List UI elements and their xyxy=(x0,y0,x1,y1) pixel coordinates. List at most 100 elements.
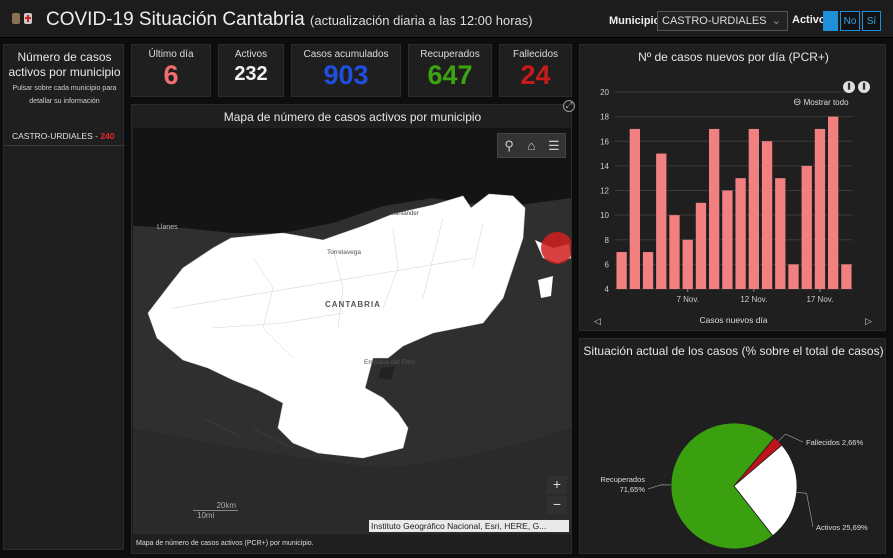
municipio-select-value: CASTRO-URDIALES xyxy=(662,15,767,27)
stat-label: Fallecidos xyxy=(512,49,559,60)
page-title: COVID-19 Situación Cantabria (actualizac… xyxy=(46,9,533,31)
y-tick-label: 18 xyxy=(600,113,609,122)
bar xyxy=(722,190,733,289)
show-all-label: Mostrar todo xyxy=(803,98,849,107)
municipio-label: Municipio xyxy=(609,15,661,27)
home-icon[interactable]: ⌂ xyxy=(527,138,536,153)
pie-label-pct: 71,65% xyxy=(620,485,646,494)
pie-chart-panel: Situación actual de los casos (% sobre e… xyxy=(579,338,886,554)
list-item-name: CASTRO-URDIALES - xyxy=(12,131,101,141)
bar xyxy=(748,128,759,289)
y-tick-label: 8 xyxy=(605,236,610,245)
sea-area xyxy=(133,128,571,233)
municipio-select[interactable]: CASTRO-URDIALES ⌄ xyxy=(657,11,788,31)
castro-urdiales-marker[interactable] xyxy=(541,232,571,264)
page-title-text: COVID-19 Situación Cantabria xyxy=(46,9,305,30)
bar xyxy=(814,128,826,289)
map-toolbar: ⚲ ⌂ ☰ xyxy=(497,133,566,158)
bar xyxy=(656,153,667,289)
map-label-llanes: Llanes xyxy=(157,224,178,231)
bar xyxy=(841,264,852,289)
stat-value: 232 xyxy=(234,63,268,85)
page-subtitle: (actualización diaria a las 12:00 horas) xyxy=(310,13,533,28)
activo-toggle-no[interactable]: No xyxy=(840,11,860,31)
activo-toggle-selected[interactable]: - xyxy=(823,11,838,31)
y-tick-label: 20 xyxy=(600,88,609,97)
zoom-in-button[interactable]: + xyxy=(547,476,567,494)
divider xyxy=(4,145,125,146)
map-canvas[interactable]: Llanes Santander Torrelavega CANTABRIA E… xyxy=(133,128,571,534)
map-footer: Mapa de número de casos activos (PCR+) p… xyxy=(136,540,314,547)
bar-chart-footer: Casos nuevos día xyxy=(699,315,768,325)
stat-recuperados: Recuperados 647 xyxy=(408,44,492,97)
list-item[interactable]: CASTRO-URDIALES - 240 xyxy=(12,131,115,141)
cantabria-region[interactable] xyxy=(147,193,526,459)
expand-icon[interactable]: ⤢ xyxy=(563,100,575,112)
municipality-list-hint: Pulsar sobre cada municipio para detalla… xyxy=(12,85,117,105)
activo-toggle-si[interactable]: Sí xyxy=(862,11,881,31)
activo-label: Activo xyxy=(792,14,826,26)
map-scale: 20km 10mi xyxy=(193,501,238,521)
bar xyxy=(616,252,627,289)
pie-chart-title: Situación actual de los casos (% sobre e… xyxy=(583,344,884,358)
map-attribution[interactable]: Instituto Geográfico Nacional, Esri, HER… xyxy=(369,520,569,532)
bar xyxy=(801,165,812,289)
bar xyxy=(761,141,773,289)
map-label-embalse: Embalse del Ebro xyxy=(364,359,416,366)
bar xyxy=(788,264,799,289)
y-tick-label: 4 xyxy=(605,285,610,294)
pie-leader-line xyxy=(647,484,672,490)
map-label-cantabria: CANTABRIA xyxy=(325,300,381,309)
bar-chart-title: Nº de casos nuevos por día (PCR+) xyxy=(638,50,829,64)
x-tick-label: 12 Nov. xyxy=(740,295,767,304)
bar-chart: 4 6 8 10 12 14 16 18 20 7 Nov. 12 Nov. 17 Nov. xyxy=(600,88,853,304)
bar xyxy=(775,178,786,289)
bar xyxy=(629,128,640,289)
pause-icon-2[interactable]: ❚ xyxy=(858,81,870,93)
stat-label: Activos xyxy=(234,49,268,60)
pie-label: Recuperados xyxy=(600,475,645,484)
show-all-button[interactable]: ⊖ Mostrar todo xyxy=(793,97,849,108)
stat-ultimo-dia: Último día 6 xyxy=(131,44,211,97)
map-svg: Llanes Santander Torrelavega CANTABRIA E… xyxy=(133,128,571,534)
municipality-list-title: Número de casos activos por municipio xyxy=(8,50,121,79)
coat-of-arms-icons xyxy=(12,13,32,24)
cantabria-shield-icon xyxy=(12,13,20,24)
y-tick-label: 6 xyxy=(605,260,610,269)
pause-icon[interactable]: ❚ xyxy=(843,81,855,93)
pie-leader-line xyxy=(796,492,814,528)
chevron-left-icon[interactable]: ◁ xyxy=(594,316,601,326)
zoom-out-button[interactable]: − xyxy=(547,496,567,514)
list-item-count: 240 xyxy=(100,131,115,141)
island-region xyxy=(538,276,553,298)
y-tick-label: 16 xyxy=(600,137,609,146)
stat-fallecidos: Fallecidos 24 xyxy=(499,44,572,97)
chevron-down-icon: ⌄ xyxy=(771,15,781,27)
bar xyxy=(709,128,720,289)
pie-leader-line xyxy=(778,433,804,443)
municipality-list-panel: Número de casos activos por municipio Pu… xyxy=(3,44,125,550)
stat-value: 24 xyxy=(520,60,551,90)
zoom-out-icon: ⊖ xyxy=(793,97,802,108)
pie-label: Activos 25,69% xyxy=(816,523,868,532)
chevron-right-icon[interactable]: ▷ xyxy=(865,316,872,326)
list-icon[interactable]: ☰ xyxy=(547,137,560,153)
bar xyxy=(735,178,746,289)
bar xyxy=(695,202,707,289)
app-header: COVID-19 Situación Cantabria (actualizac… xyxy=(0,0,893,38)
health-cross-icon xyxy=(24,13,32,24)
map-label-torrelavega: Torrelavega xyxy=(327,249,361,256)
search-icon[interactable]: ⚲ xyxy=(504,137,514,153)
stat-activos: Activos 232 xyxy=(218,44,284,97)
bar xyxy=(669,215,680,289)
y-tick-label: 12 xyxy=(600,187,609,196)
bar-chart-panel: Nº de casos nuevos por día (PCR+) 4 6 8 10 1… xyxy=(579,44,886,331)
map-label-santander: Santander xyxy=(391,211,419,217)
y-tick-label: 14 xyxy=(600,162,609,171)
x-tick-label: 7 Nov. xyxy=(676,295,699,304)
stat-label: Recuperados xyxy=(420,49,480,60)
bar xyxy=(682,239,693,289)
map-panel: Mapa de número de casos activos por muni… xyxy=(131,104,572,554)
stat-value: 6 xyxy=(163,60,179,90)
